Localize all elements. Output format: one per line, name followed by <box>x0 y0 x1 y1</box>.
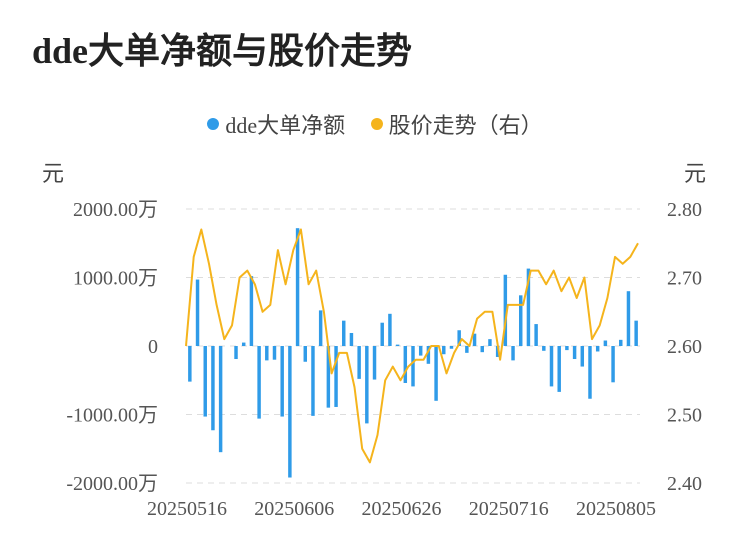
legend-item-dde[interactable]: dde大单净额 <box>207 108 345 140</box>
bar <box>241 342 246 346</box>
right-axis-tick-label: 2.70 <box>667 268 702 290</box>
bar <box>542 346 546 351</box>
bar <box>272 346 277 360</box>
x-axis-tick-label: 20250606 <box>254 498 334 520</box>
bar <box>349 332 354 346</box>
left-axis-tick-label: -1000.00万 <box>66 405 158 427</box>
bar <box>518 295 523 346</box>
right-axis-tick-label: 2.80 <box>667 199 702 221</box>
bar <box>572 346 577 360</box>
bar <box>188 346 192 382</box>
bar <box>595 346 600 352</box>
bar <box>326 346 331 408</box>
bar <box>318 310 323 346</box>
legend-dot-price <box>370 118 383 130</box>
bar <box>380 322 384 346</box>
bar <box>480 346 484 353</box>
bar <box>265 346 269 361</box>
bar <box>218 346 223 453</box>
left-axis-tick-label: 1000.00万 <box>73 268 158 290</box>
right-axis-unit: 元 <box>684 161 707 186</box>
bar <box>372 346 377 380</box>
bar <box>357 346 361 379</box>
price-line <box>185 228 639 464</box>
bar <box>311 346 315 416</box>
bar <box>503 274 508 346</box>
bar <box>603 340 608 346</box>
bar <box>565 346 569 351</box>
grid-lines <box>186 208 640 484</box>
bar <box>403 346 408 383</box>
right-axis-tick-label: 2.60 <box>667 336 702 358</box>
chart-title: dde大单净额与股价走势 <box>32 31 413 71</box>
bar <box>203 346 207 417</box>
bar <box>411 346 415 387</box>
bar <box>619 339 623 346</box>
bar <box>426 346 431 364</box>
bar <box>488 339 492 346</box>
legend-dot-dde <box>207 118 220 130</box>
bar <box>511 346 515 361</box>
bar <box>465 346 469 353</box>
bar-series-dde <box>188 228 638 478</box>
bar <box>395 344 400 346</box>
bar <box>580 346 585 367</box>
line-series-price <box>185 228 639 464</box>
bar <box>257 346 261 419</box>
bar <box>526 268 531 346</box>
bar <box>434 346 438 401</box>
bar <box>295 228 300 346</box>
x-axis-tick-label: 20250516 <box>147 498 227 520</box>
legend: dde大单净额 股价走势（右） <box>0 108 750 140</box>
legend-label-price: 股价走势（右） <box>388 113 543 138</box>
bar <box>280 346 284 417</box>
left-axis-tick-label: -2000.00万 <box>66 473 158 495</box>
bar <box>449 346 454 349</box>
legend-label-dde: dde大单净额 <box>225 113 346 138</box>
bar <box>472 333 477 346</box>
bar <box>442 346 446 355</box>
left-axis-tick-label: 2000.00万 <box>73 199 158 221</box>
x-axis-tick-label: 20250716 <box>469 498 549 520</box>
x-axis-tick-label: 20250805 <box>576 498 656 520</box>
right-axis-tick-label: 2.40 <box>667 473 702 495</box>
bar <box>418 346 423 356</box>
bar <box>557 346 561 392</box>
bar <box>534 324 538 346</box>
bar <box>365 346 369 424</box>
x-axis-tick-label: 20250626 <box>362 498 442 520</box>
bar <box>388 313 392 346</box>
left-axis-ticks: 2000.00万 1000.00万 0 -1000.00万 -2000.00万 <box>66 199 158 495</box>
bar <box>611 346 615 383</box>
right-axis-tick-label: 2.50 <box>667 405 702 427</box>
bar <box>234 346 238 360</box>
bar <box>249 276 254 346</box>
legend-item-price[interactable]: 股价走势（右） <box>370 108 543 140</box>
bar <box>195 279 200 346</box>
left-axis-unit: 元 <box>42 161 65 186</box>
right-axis-ticks: 2.80 2.70 2.60 2.50 2.40 <box>667 199 702 495</box>
bar <box>588 346 592 399</box>
bar <box>626 291 631 346</box>
bar <box>342 320 346 346</box>
bar <box>334 346 338 407</box>
bar <box>495 346 500 357</box>
bar <box>634 320 638 346</box>
bar <box>457 330 461 346</box>
bar <box>211 346 215 431</box>
bar <box>549 346 554 387</box>
bar <box>288 346 292 478</box>
left-axis-tick-label: 0 <box>148 336 158 358</box>
x-axis-ticks: 20250516 20250606 20250626 20250716 20250805 <box>147 498 656 520</box>
bar <box>303 346 308 362</box>
